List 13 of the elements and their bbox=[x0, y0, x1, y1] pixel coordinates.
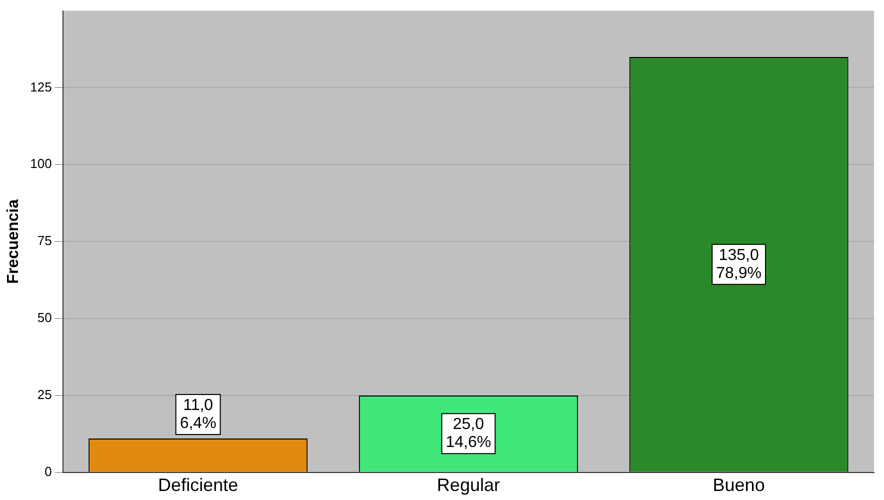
y-axis-title: Frecuencia bbox=[5, 199, 22, 284]
y-tick-label: 50 bbox=[37, 310, 52, 326]
data-label: 11,0 6,4% bbox=[180, 396, 216, 432]
x-tick-label: Regular bbox=[436, 475, 500, 496]
y-tick-label: 100 bbox=[30, 156, 52, 172]
y-tick-label: 125 bbox=[30, 79, 52, 94]
y-tick-label: 25 bbox=[37, 387, 52, 402]
x-tick-label: Bueno bbox=[712, 475, 765, 496]
y-tick-label: 75 bbox=[37, 233, 52, 248]
x-tick-label: Deficiente bbox=[158, 475, 238, 496]
data-label: 135,0 78,9% bbox=[716, 246, 762, 282]
data-label: 25,0 14,6% bbox=[446, 416, 492, 452]
y-tick-label: 0 bbox=[44, 464, 52, 479]
